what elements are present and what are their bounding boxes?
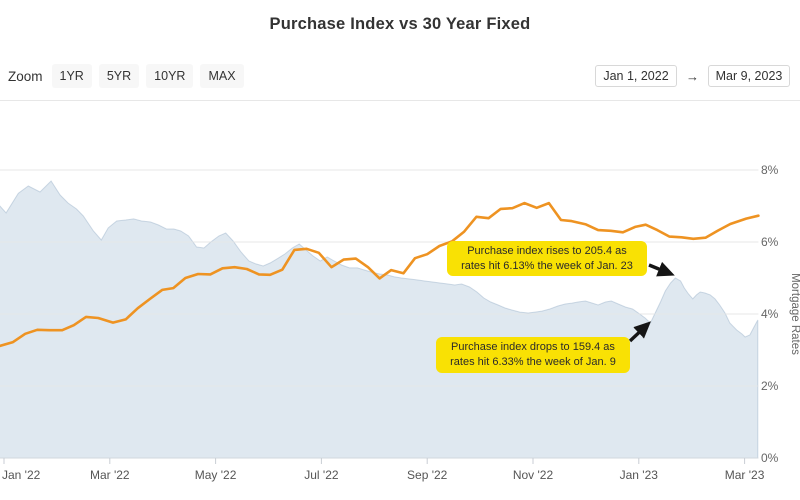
chart-title: Purchase Index vs 30 Year Fixed: [269, 15, 531, 33]
x-axis-label: Jan '23: [620, 468, 659, 482]
y-axis-label: 0%: [761, 451, 779, 465]
y-axis-label: 8%: [761, 163, 779, 177]
y-axis-title: Mortgage Rates: [789, 273, 800, 355]
x-axis: Jan '22 Mar '22 May '22 Jul '22 Sep '22 Nov '…: [2, 458, 765, 482]
zoom-max-button[interactable]: MAX: [200, 64, 244, 88]
y-axis-right: 0% 2% 4% 6% 8% Mortgage Rates: [761, 163, 800, 465]
zoom-5yr-button[interactable]: 5YR: [98, 64, 140, 88]
annotation-line: rates hit 6.33% the week of Jan. 9: [450, 355, 616, 368]
chart-toolbar: Zoom 1YR 5YR 10YR MAX →: [8, 63, 790, 89]
x-axis-label: Mar '23: [725, 468, 765, 482]
date-to-input[interactable]: [708, 65, 790, 87]
x-axis-label: Jan '22: [2, 468, 41, 482]
annotation-arrow: [648, 261, 675, 277]
x-axis-label: Jul '22: [304, 468, 339, 482]
y-axis-label: 2%: [761, 379, 779, 393]
header-divider: [0, 100, 800, 101]
date-from-input[interactable]: [595, 65, 677, 87]
x-axis-label: Sep '22: [407, 468, 448, 482]
zoom-10yr-button[interactable]: 10YR: [146, 64, 194, 88]
y-axis-label: 4%: [761, 307, 779, 321]
annotation-line: Purchase index rises to 205.4 as: [467, 245, 627, 257]
y-axis-label: 6%: [761, 235, 779, 249]
annotation-purchase-drops: Purchase index drops to 159.4 as rates h…: [436, 337, 630, 373]
annotation-purchase-rises: Purchase index rises to 205.4 as rates h…: [447, 241, 647, 276]
zoom-1yr-button[interactable]: 1YR: [51, 64, 92, 88]
x-axis-label: Mar '22: [90, 468, 130, 482]
annotation-arrow: [628, 321, 651, 343]
annotation-line: rates hit 6.13% the week of Jan. 23: [461, 259, 633, 272]
annotation-line: Purchase index drops to 159.4 as: [451, 341, 615, 353]
x-axis-label: Nov '22: [513, 468, 554, 482]
date-range: →: [595, 65, 790, 87]
mortgage-rate-line[interactable]: [0, 201, 760, 348]
purchase-index-area[interactable]: [0, 180, 759, 459]
range-arrow-icon: →: [686, 68, 699, 84]
zoom-label: Zoom: [8, 68, 43, 84]
x-axis-label: May '22: [195, 468, 237, 482]
